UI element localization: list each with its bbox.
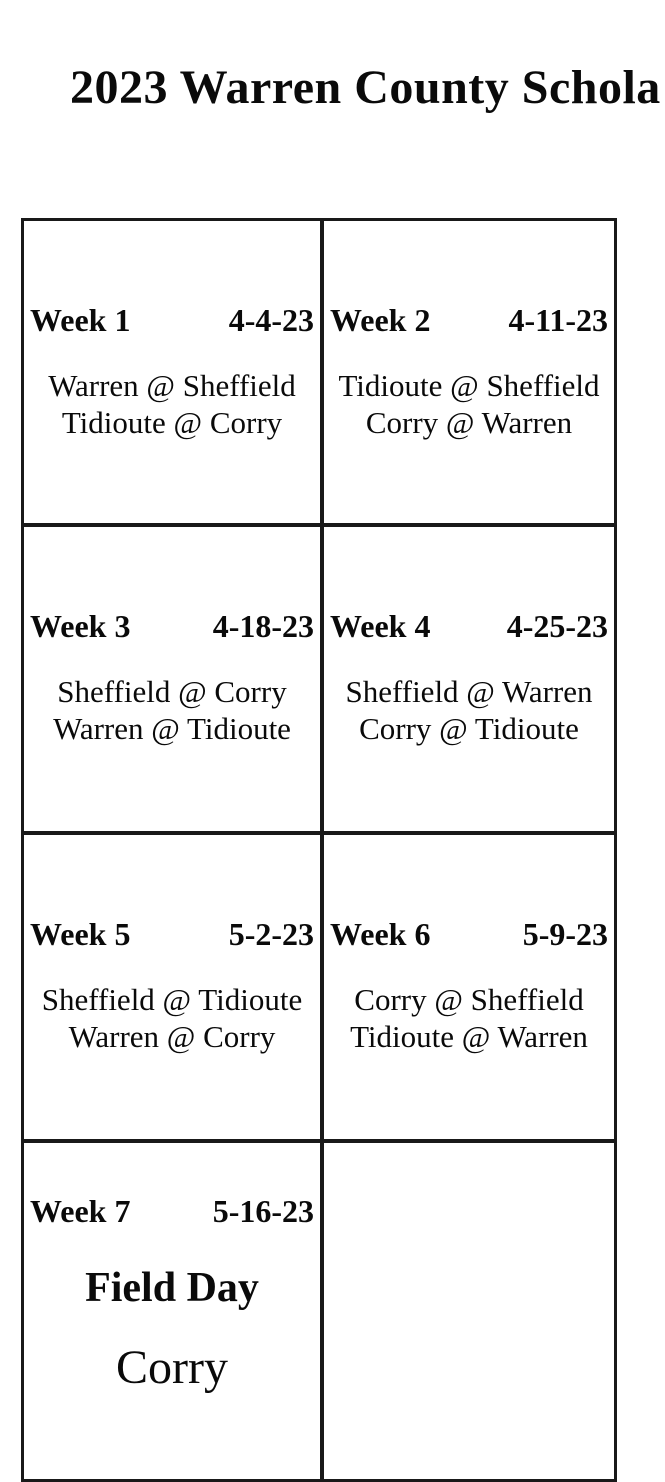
week-7-cell: Week 7 5-16-23 Field Day Corry: [24, 1143, 324, 1479]
matchup: Sheffield @ Corry: [57, 674, 287, 709]
week-2-cell: Week 2 4-11-23 Tidioute @ Sheffield Corr…: [324, 221, 614, 527]
week-3-matchups: Sheffield @ Corry Warren @ Tidioute: [30, 673, 314, 747]
week-7-location: Corry: [116, 1341, 228, 1394]
week-4-label: Week 4: [330, 608, 431, 644]
week-2-matchups: Tidioute @ Sheffield Corry @ Warren: [330, 367, 608, 441]
matchup: Tidioute @ Sheffield: [338, 368, 600, 403]
week-5-header: Week 5 5-2-23: [30, 915, 314, 953]
matchup: Warren @ Corry: [68, 1019, 276, 1054]
week-7-label: Week 7: [30, 1193, 131, 1229]
matchup: Corry @ Sheffield: [354, 982, 584, 1017]
week-6-date: 5-9-23: [522, 916, 608, 952]
week-3-label: Week 3: [30, 608, 131, 644]
week-7-event: Field Day: [85, 1265, 259, 1311]
week-4-date: 4-25-23: [506, 608, 608, 644]
week-3-cell: Week 3 4-18-23 Sheffield @ Corry Warren …: [24, 527, 324, 835]
week-2-label: Week 2: [330, 302, 431, 338]
week-3-header: Week 3 4-18-23: [30, 607, 314, 645]
week-6-cell: Week 6 5-9-23 Corry @ Sheffield Tidioute…: [324, 835, 614, 1143]
matchup: Corry @ Warren: [365, 405, 573, 440]
week-5-date: 5-2-23: [228, 916, 314, 952]
week-3-date: 4-18-23: [212, 608, 314, 644]
matchup: Warren @ Sheffield: [48, 368, 296, 403]
week-4-matchups: Sheffield @ Warren Corry @ Tidioute: [330, 673, 608, 747]
week-1-cell: Week 1 4-4-23 Warren @ Sheffield Tidiout…: [24, 221, 324, 527]
week-2-header: Week 2 4-11-23: [330, 301, 608, 339]
matchup: Sheffield @ Warren: [345, 674, 593, 709]
week-5-label: Week 5: [30, 916, 131, 952]
week-2-date: 4-11-23: [508, 302, 608, 338]
week-1-date: 4-4-23: [228, 302, 314, 338]
week-1-header: Week 1 4-4-23: [30, 301, 314, 339]
schedule-table: Week 1 4-4-23 Warren @ Sheffield Tidiout…: [21, 218, 617, 1482]
matchup: Tidioute @ Warren: [350, 1019, 588, 1054]
week-4-header: Week 4 4-25-23: [330, 607, 608, 645]
week-5-matchups: Sheffield @ Tidioute Warren @ Corry: [30, 981, 314, 1055]
week-4-cell: Week 4 4-25-23 Sheffield @ Warren Corry …: [324, 527, 614, 835]
matchup: Corry @ Tidioute: [359, 711, 579, 746]
matchup: Tidioute @ Corry: [61, 405, 283, 440]
week-5-cell: Week 5 5-2-23 Sheffield @ Tidioute Warre…: [24, 835, 324, 1143]
week-6-label: Week 6: [330, 916, 431, 952]
week-6-matchups: Corry @ Sheffield Tidioute @ Warren: [330, 981, 608, 1055]
empty-cell: [324, 1143, 614, 1479]
matchup: Sheffield @ Tidioute: [41, 982, 303, 1017]
week-7-header: Week 7 5-16-23: [30, 1192, 314, 1230]
week-6-header: Week 6 5-9-23: [330, 915, 608, 953]
matchup: Warren @ Tidioute: [53, 711, 291, 746]
week-7-date: 5-16-23: [212, 1193, 314, 1229]
week-1-matchups: Warren @ Sheffield Tidioute @ Corry: [30, 367, 314, 441]
week-1-label: Week 1: [30, 302, 131, 338]
page-title: 2023 Warren County Schola: [70, 61, 661, 114]
